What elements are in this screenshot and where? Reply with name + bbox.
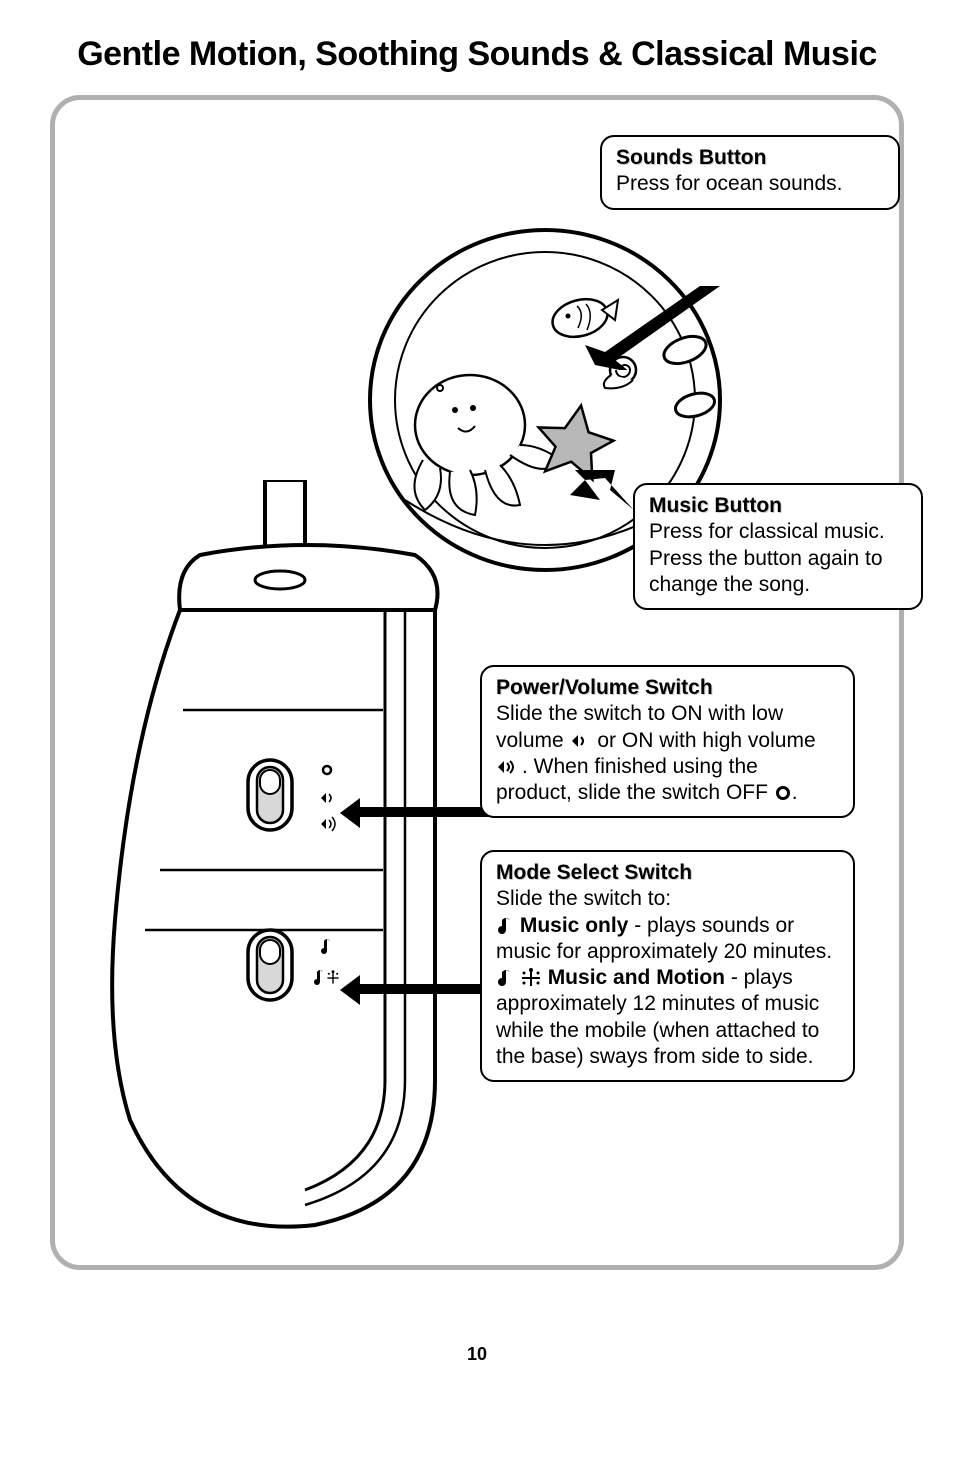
music-note-icon (496, 916, 514, 936)
music-only-label: Music only (520, 914, 629, 937)
callout-power: Power/Volume Switch Slide the switch to … (480, 665, 855, 818)
power-body2: or ON with high volume (597, 729, 815, 752)
music-body: Press for classical music. Press the but… (649, 520, 885, 596)
mode-pointer (330, 960, 505, 1020)
mode-title: Mode Select Switch (496, 861, 692, 884)
motion-icon (520, 968, 542, 988)
mode-intro: Slide the switch to: (496, 887, 671, 910)
power-body4: . (792, 781, 798, 804)
callout-music: Music Button Press for classical music. … (633, 483, 923, 610)
power-pointer (330, 780, 505, 840)
base-diagram (105, 480, 505, 1250)
sounds-title: Sounds Button (616, 146, 766, 169)
music-motion-label: Music and Motion (548, 966, 725, 989)
volume-low-icon (570, 733, 592, 749)
off-icon (774, 785, 792, 801)
page-title: Gentle Motion, Soothing Sounds & Classic… (0, 0, 954, 74)
page-number: 10 (0, 1344, 954, 1365)
callout-mode: Mode Select Switch Slide the switch to: … (480, 850, 855, 1082)
power-title: Power/Volume Switch (496, 676, 713, 699)
content-frame: Bach Mozart Beethoven (50, 95, 904, 1270)
sounds-body: Press for ocean sounds. (616, 172, 842, 195)
music-note-icon-2 (496, 968, 514, 988)
power-body3: . When finished using the product, slide… (496, 755, 774, 804)
sounds-pointer (555, 280, 755, 370)
callout-sounds: Sounds Button Press for ocean sounds. (600, 135, 900, 210)
music-title: Music Button (649, 494, 782, 517)
volume-high-icon (496, 759, 522, 775)
